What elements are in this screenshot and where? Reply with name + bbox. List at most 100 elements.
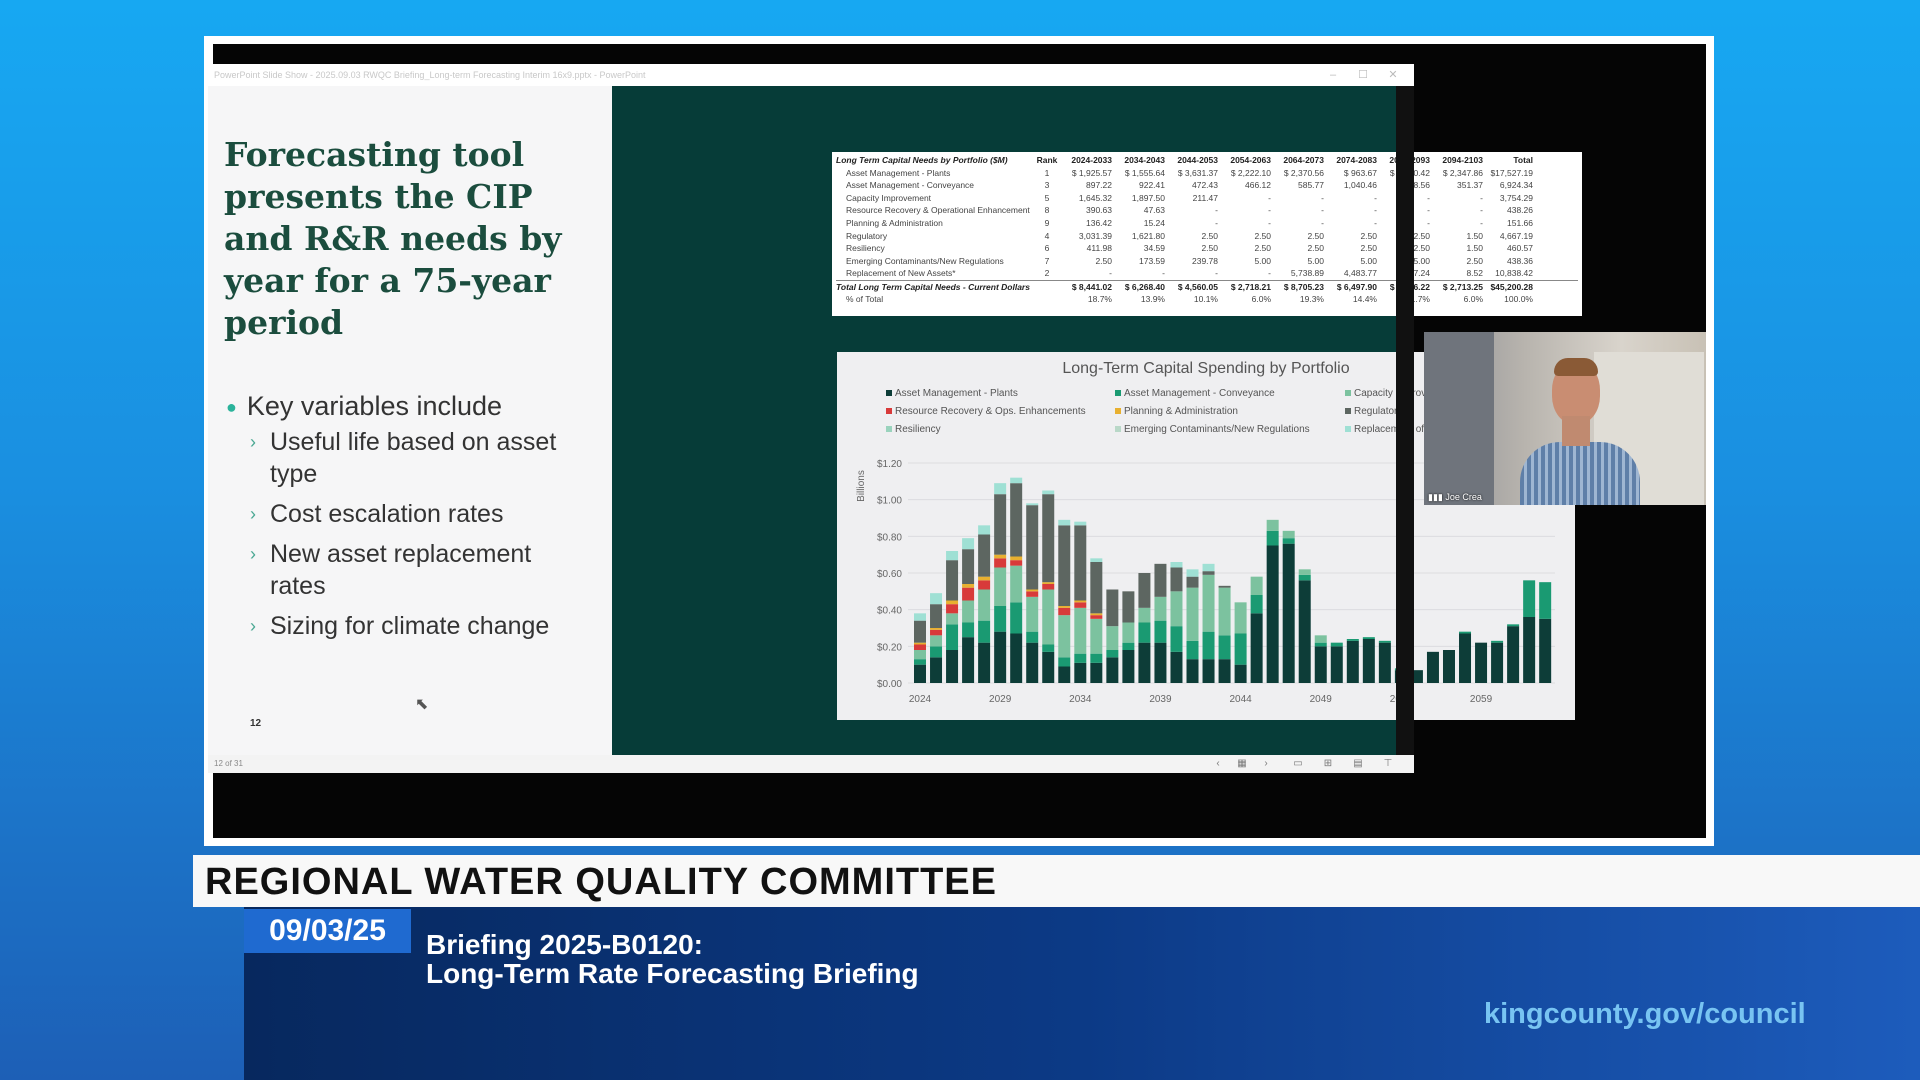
bar-segment-2035 (1090, 662, 1103, 683)
bar-segment-2035 (1090, 653, 1103, 663)
legend-item: Resource Recovery & Ops. Enhancements (886, 406, 1086, 417)
bar-segment-2039 (1154, 563, 1167, 597)
table-cell: 151.66 (1507, 217, 1533, 228)
bar-segment-2047 (1282, 538, 1295, 544)
slide-title: Forecasting tool presents the CIP and R&… (224, 135, 562, 342)
bar-segment-2026 (946, 551, 959, 561)
bar-segment-2035 (1090, 562, 1103, 614)
legend-swatch (886, 426, 892, 432)
bar-segment-2031 (1026, 503, 1039, 506)
reading-view-icon[interactable]: ▤ (1353, 758, 1363, 769)
table-cell: 5.00 (1360, 255, 1377, 266)
bar-segment-2046 (1266, 545, 1279, 683)
slide-edge (1396, 86, 1414, 755)
bar-segment-2057 (1442, 650, 1455, 683)
legend-item: Replacement of New Assets* (1345, 424, 1483, 435)
table-cell: 19.3% (1299, 293, 1324, 304)
chevron-right-icon: › (250, 432, 256, 452)
table-cell: 466.12 (1245, 180, 1271, 191)
bar-segment-2031 (1026, 589, 1039, 592)
legend-swatch (1345, 408, 1351, 414)
legend-swatch (1115, 408, 1121, 414)
minimize-button[interactable]: – (1329, 69, 1337, 81)
website-link: kingcounty.gov/council (1484, 998, 1806, 1030)
bar-segment-2030 (1010, 602, 1023, 634)
y-axis-label: Billions (856, 470, 867, 502)
bar-segment-2030 (1010, 633, 1023, 683)
bar-segment-2029 (994, 558, 1007, 568)
table-cell: $ 2,713.25 (1442, 281, 1483, 292)
see-all-slides-icon[interactable]: ▦ (1237, 758, 1247, 769)
bar-segment-2036 (1106, 589, 1119, 627)
table-cell: - (1374, 217, 1377, 228)
bar-segment-2061 (1507, 624, 1520, 627)
table-header: Long Term Capital Needs by Portfolio ($M… (836, 154, 1578, 167)
table-cell: $ 8,441.02 (1071, 281, 1112, 292)
bar-segment-2042 (1202, 631, 1215, 660)
capital-needs-table: Long Term Capital Needs by Portfolio ($M… (832, 152, 1582, 316)
table-cell: $ 6,268.40 (1124, 281, 1165, 292)
table-cell: 2.50 (1360, 230, 1377, 241)
bar-segment-2031 (1026, 591, 1039, 597)
bar-segment-2043 (1218, 587, 1231, 636)
slide-sorter-icon[interactable]: ⊞ (1323, 758, 1333, 769)
table-cell: 2.50 (1413, 243, 1430, 254)
table-cell: 47.63 (1143, 205, 1165, 216)
table-cell: 2 (1044, 268, 1050, 279)
bar-segment-2049 (1314, 635, 1327, 643)
sub-bullet-text: New asset replacement rates (270, 540, 532, 600)
bar-segment-2041 (1186, 640, 1199, 660)
table-cell: 5 (1044, 192, 1050, 203)
legend-item: Emerging Contaminants/New Regulations (1115, 424, 1310, 435)
normal-view-icon[interactable]: ▭ (1293, 758, 1303, 769)
table-cell: Long Term Capital Needs by Portfolio ($M… (836, 155, 1008, 165)
sub-bullet-text: Useful life based on asset type (270, 428, 557, 488)
table-cell: Regulatory (846, 230, 888, 241)
table-row: Capacity Improvement 5 1,645.32 1,897.50 211… (836, 192, 1578, 205)
bar-segment-2041 (1186, 587, 1199, 641)
table-cell: - (1215, 268, 1218, 279)
slide-number: 12 (250, 718, 262, 729)
table-cell: - (1480, 217, 1483, 228)
bar-segment-2034 (1074, 662, 1087, 683)
bar-segment-2053 (1378, 642, 1391, 683)
bar-segment-2050 (1330, 646, 1343, 683)
bar-segment-2051 (1346, 639, 1359, 641)
table-cell: - (1321, 192, 1324, 203)
table-cell: 1,897.50 (1131, 192, 1165, 203)
close-button[interactable]: ✕ (1388, 69, 1398, 81)
sub-bullet: › Cost escalation rates (250, 498, 580, 530)
previous-slide-icon[interactable]: ‹ (1216, 758, 1220, 769)
table-cell: - (1268, 192, 1271, 203)
bar-segment-2032 (1042, 490, 1055, 495)
table-cell: 34.59 (1143, 243, 1165, 254)
bar-segment-2059 (1475, 642, 1488, 683)
bar-segment-2040 (1170, 591, 1183, 627)
table-cell: 1,040.46 (1343, 180, 1377, 191)
next-slide-icon[interactable]: › (1264, 758, 1268, 769)
bar-segment-2063 (1539, 582, 1552, 619)
bar-segment-2063 (1539, 618, 1552, 683)
table-cell: $45,200.28 (1490, 281, 1533, 292)
bar-segment-2027 (962, 600, 975, 623)
table-cell: $ 6,497.90 (1336, 281, 1377, 292)
bar-segment-2045 (1250, 613, 1263, 683)
table-cell: 211.47 (1192, 192, 1218, 203)
bar-segment-2036 (1106, 626, 1119, 650)
bar-segment-2025 (930, 604, 943, 628)
slideshow-icon[interactable]: ⊤ (1383, 758, 1393, 769)
table-cell: Resiliency (846, 243, 885, 254)
legend-swatch (886, 390, 892, 396)
table-row: Asset Management - Conveyance 3 897.22 922.… (836, 179, 1578, 192)
legend-swatch (1115, 426, 1121, 432)
table-cell: - (1268, 217, 1271, 228)
table-cell: - (1109, 268, 1112, 279)
maximize-button[interactable]: ☐ (1358, 69, 1368, 81)
table-cell: 351.37 (1457, 180, 1483, 191)
table-cell: 8 (1044, 205, 1050, 216)
table-cell: 9 (1044, 217, 1050, 228)
table-cell: 1 (1044, 167, 1050, 178)
table-cell: 14.4% (1352, 293, 1377, 304)
x-tick-label: 2034 (1069, 694, 1092, 705)
table-cell: - (1162, 268, 1165, 279)
